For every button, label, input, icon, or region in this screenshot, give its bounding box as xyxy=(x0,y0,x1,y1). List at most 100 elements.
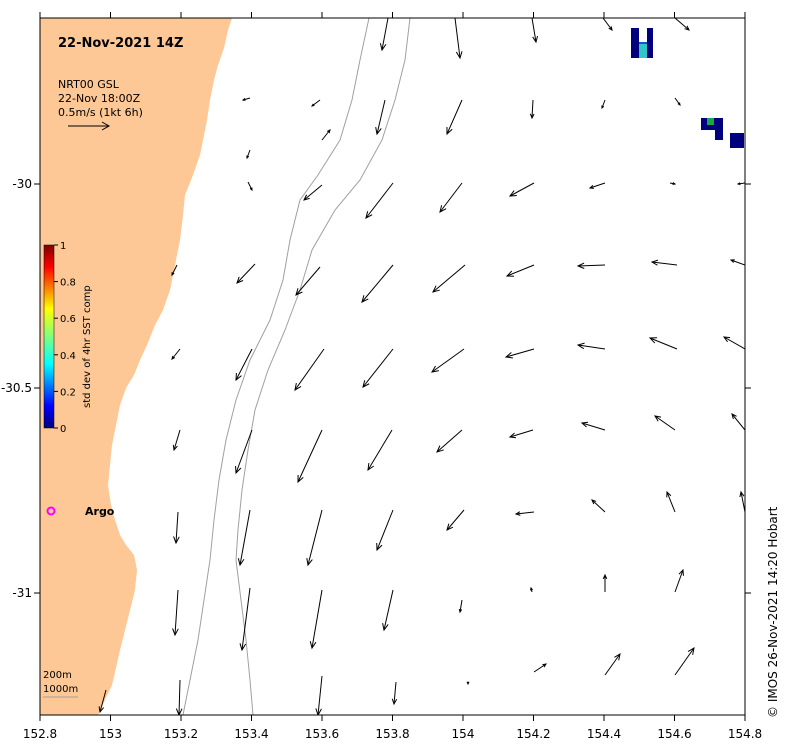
current-vector xyxy=(175,679,183,715)
current-vector xyxy=(171,348,181,360)
current-vector xyxy=(458,599,463,614)
colorbar-tick-label: 0.6 xyxy=(60,314,76,325)
lat-tick-label: -31 xyxy=(12,586,32,600)
current-vector xyxy=(454,18,463,60)
current-vector xyxy=(235,429,253,475)
current-vector xyxy=(297,429,323,484)
current-vector xyxy=(246,149,251,160)
current-vector xyxy=(604,653,621,676)
current-vector xyxy=(173,511,180,545)
colorbar-tick-label: 0.8 xyxy=(60,278,76,289)
lon-tick-label: 153.6 xyxy=(305,727,339,741)
current-vector xyxy=(365,182,394,219)
product-time: 22-Nov 18:00Z xyxy=(58,92,141,105)
colorbar xyxy=(43,244,55,429)
contour-200m xyxy=(182,18,370,715)
current-vector xyxy=(362,348,394,388)
argo-label: Argo xyxy=(85,505,115,518)
current-vector xyxy=(379,18,389,52)
lon-tick-label: 153 xyxy=(99,727,122,741)
colorbar-tick-label: 0.4 xyxy=(60,351,76,362)
credit-text: © IMOS 26-Nov-2021 14:20 Hobart xyxy=(766,506,780,718)
current-vector xyxy=(237,509,251,567)
current-vector xyxy=(653,415,676,431)
current-vector xyxy=(306,509,323,567)
current-vector xyxy=(530,586,533,593)
current-vector xyxy=(294,348,325,392)
current-vector xyxy=(439,182,463,213)
lon-tick-label: 154.6 xyxy=(657,727,691,741)
current-vector xyxy=(588,182,606,189)
current-vector xyxy=(531,18,539,44)
current-vector xyxy=(505,264,535,277)
current-vector xyxy=(247,181,253,192)
lat-tick-label: -30 xyxy=(12,177,32,191)
product-name: NRT00 GSL xyxy=(58,78,120,91)
current-vector xyxy=(295,266,321,296)
current-vector xyxy=(674,568,684,593)
current-vector xyxy=(731,413,745,431)
current-vector xyxy=(361,264,394,303)
colorbar-tick-label: 0 xyxy=(60,424,66,435)
current-vector xyxy=(722,336,745,350)
current-vector xyxy=(736,182,745,186)
current-vector xyxy=(533,663,548,673)
current-vector xyxy=(236,263,256,284)
current-vector xyxy=(239,587,251,652)
current-vector xyxy=(576,262,606,269)
current-vector xyxy=(98,689,107,714)
current-vector xyxy=(674,646,695,676)
current-vector xyxy=(674,97,681,106)
current-vector xyxy=(432,264,466,293)
current-vector xyxy=(367,429,393,472)
lon-tick-label: 154.2 xyxy=(516,727,550,741)
current-vector xyxy=(601,99,606,110)
current-vector xyxy=(376,509,394,552)
current-vector xyxy=(241,97,251,101)
land-mass xyxy=(40,18,232,715)
latitude-axis: -30 -30.5 -31 xyxy=(1,177,751,600)
contour-label-1000m: 1000m xyxy=(43,684,78,695)
current-vector xyxy=(650,259,678,266)
lon-tick-label: 153.8 xyxy=(375,727,409,741)
sst-stddev-pixels xyxy=(631,28,744,148)
current-vector xyxy=(739,490,745,513)
lon-tick-label: 154 xyxy=(452,727,475,741)
current-vector xyxy=(315,675,323,715)
lon-tick-label: 154.8 xyxy=(728,727,762,741)
current-vector xyxy=(172,589,179,637)
vector-scale-label: 0.5m/s (1kt 6h) xyxy=(58,106,143,119)
current-vector xyxy=(171,264,178,277)
current-vector xyxy=(591,499,606,513)
argo-float-marker xyxy=(46,506,56,516)
lon-tick-label: 153.4 xyxy=(234,727,268,741)
contour-label-200m: 200m xyxy=(43,670,72,681)
colorbar-tick-label: 0.2 xyxy=(60,387,76,398)
current-vector xyxy=(446,509,465,531)
vector-scale-arrow xyxy=(68,121,111,131)
lon-tick-label: 153.2 xyxy=(164,727,198,741)
current-vector xyxy=(382,589,394,632)
current-vector xyxy=(436,429,463,453)
current-vector xyxy=(514,511,535,516)
colorbar-ticks: 0 0.2 0.4 0.6 0.8 1 xyxy=(54,241,76,435)
lon-tick-label: 154.4 xyxy=(587,727,621,741)
longitude-axis: 152.8 153 153.2 153.4 153.6 153.8 154 154.2 154.… xyxy=(23,12,762,741)
current-vector xyxy=(576,342,606,350)
contour-1000m xyxy=(235,18,411,715)
current-vector xyxy=(648,337,678,350)
current-vector xyxy=(580,421,606,431)
current-vector xyxy=(669,182,677,186)
lon-tick-label: 152.8 xyxy=(23,727,57,741)
current-vector xyxy=(666,490,676,513)
current-vector xyxy=(431,348,465,373)
current-vector xyxy=(504,348,535,359)
lat-tick-label: -30.5 xyxy=(1,381,32,395)
current-vector xyxy=(602,573,608,592)
current-vector xyxy=(729,259,745,266)
current-vector xyxy=(602,18,613,31)
current-vectors xyxy=(98,18,745,715)
current-vector xyxy=(508,182,535,197)
current-vector xyxy=(529,99,535,120)
